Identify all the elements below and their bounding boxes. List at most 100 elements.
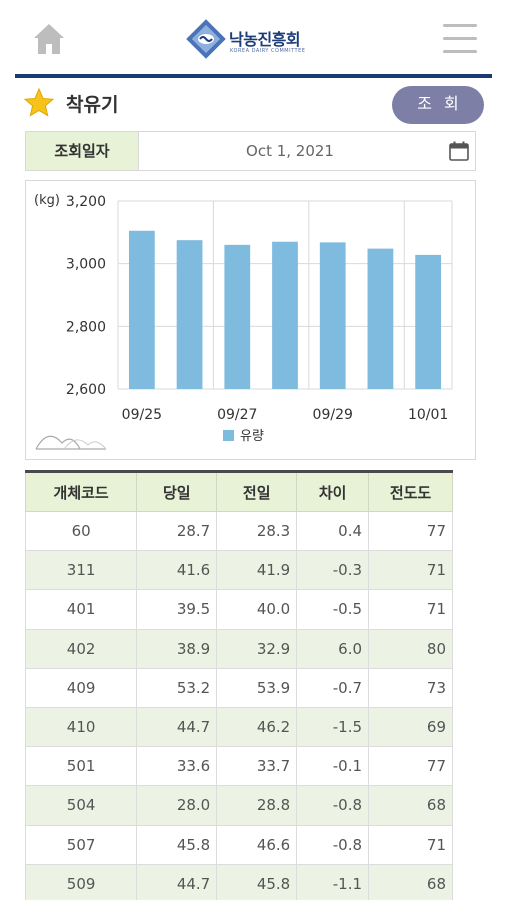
date-input[interactable] <box>140 132 440 170</box>
logo: 낙농진흥회 KOREA DAIRY COMMITTEE <box>183 16 333 62</box>
cell-value: 77 <box>368 510 453 552</box>
y-tick-label: 3,200 <box>66 194 106 210</box>
table-row[interactable]: 402 38.9 32.9 6.0 80 <box>25 628 453 669</box>
menu-icon-bar <box>443 50 477 53</box>
home-button[interactable] <box>33 22 65 56</box>
cell-value: 28.0 <box>136 785 218 826</box>
bar-09-27[interactable] <box>224 244 251 389</box>
cell-value: 33.7 <box>216 746 298 787</box>
bar-09-28[interactable] <box>272 241 298 389</box>
table-body: 60 28.7 28.3 0.4 77 311 41.6 41.9 -0.3 71 401 39.5 4… <box>25 510 453 900</box>
table-row[interactable]: 60 28.7 28.3 0.4 77 <box>25 510 453 552</box>
x-tick-label: 09/29 <box>313 407 353 423</box>
cell-value: 71 <box>368 824 453 865</box>
cell-code: 501 <box>25 746 138 787</box>
bar-09-25[interactable] <box>128 230 155 389</box>
data-table: 개체코드 당일 전일 차이 전도도 60 28.7 28.3 0.4 77 311 41.6 41.9… <box>25 470 453 900</box>
legend-swatch <box>223 430 234 441</box>
cell-value: 73 <box>368 667 453 708</box>
cell-value: -0.3 <box>296 550 370 591</box>
cell-value: 28.8 <box>216 785 298 826</box>
home-icon <box>34 24 64 54</box>
table-row[interactable]: 504 28.0 28.8 -0.8 68 <box>25 785 453 826</box>
cell-value: 68 <box>368 863 453 900</box>
cell-code: 509 <box>25 863 138 900</box>
cell-value: 45.8 <box>216 863 298 900</box>
date-filter: 조회일자 <box>25 131 476 171</box>
cell-value: 71 <box>368 550 453 591</box>
x-tick-label: 10/01 <box>408 407 448 423</box>
page-title: 착유기 <box>66 94 119 116</box>
table-row[interactable]: 507 45.8 46.6 -0.8 71 <box>25 824 453 865</box>
bar-09-26[interactable] <box>176 240 203 389</box>
x-tick-label: 09/27 <box>217 407 257 423</box>
cell-code: 402 <box>25 628 138 669</box>
table-header-row: 개체코드 당일 전일 차이 전도도 <box>25 471 453 512</box>
cell-value: 33.6 <box>136 746 218 787</box>
y-tick-label: 3,000 <box>66 257 106 273</box>
date-label: 조회일자 <box>26 132 139 170</box>
cell-code: 410 <box>25 706 138 748</box>
cell-value: 45.8 <box>136 824 218 865</box>
cell-code: 60 <box>25 510 138 552</box>
logo-emblem-icon <box>186 19 226 59</box>
cell-value: 6.0 <box>296 628 370 669</box>
column-header[interactable]: 개체코드 <box>25 471 138 512</box>
cell-value: 32.9 <box>216 628 298 669</box>
cell-value: 44.7 <box>136 863 218 900</box>
cell-value: -0.7 <box>296 667 370 708</box>
cell-value: 28.7 <box>136 510 218 552</box>
cell-value: -0.5 <box>296 589 370 630</box>
column-header[interactable]: 전도도 <box>368 471 453 512</box>
table-row[interactable]: 401 39.5 40.0 -0.5 71 <box>25 589 453 630</box>
bar-09-30[interactable] <box>367 248 394 389</box>
header-divider <box>15 74 492 78</box>
y-tick-label: 2,600 <box>66 382 106 398</box>
cell-value: 68 <box>368 785 453 826</box>
logo-text: 낙농진흥회 <box>229 30 301 49</box>
bar-09-29[interactable] <box>319 242 346 389</box>
app-header: 낙농진흥회 KOREA DAIRY COMMITTEE <box>0 0 507 80</box>
cell-value: 38.9 <box>136 628 218 669</box>
cell-value: 40.0 <box>216 589 298 630</box>
table-row[interactable]: 409 53.2 53.9 -0.7 73 <box>25 667 453 708</box>
cell-value: 71 <box>368 589 453 630</box>
cell-value: -0.8 <box>296 785 370 826</box>
table-row[interactable]: 501 33.6 33.7 -0.1 77 <box>25 746 453 787</box>
cell-value: 53.2 <box>136 667 218 708</box>
column-header[interactable]: 당일 <box>136 471 218 512</box>
chart-bars <box>128 230 442 389</box>
star-icon <box>24 88 54 117</box>
cell-code: 311 <box>25 550 138 591</box>
calendar-icon[interactable] <box>449 141 469 161</box>
table-row[interactable]: 509 44.7 45.8 -1.1 68 <box>25 863 453 900</box>
cell-code: 401 <box>25 589 138 630</box>
chart-x-axis: 09/25 09/27 09/29 10/01 <box>122 407 449 423</box>
query-button[interactable]: 조회 <box>392 86 484 124</box>
column-header[interactable]: 차이 <box>296 471 370 512</box>
cell-value: 41.9 <box>216 550 298 591</box>
chart-legend[interactable]: 유량 <box>223 429 264 444</box>
column-header[interactable]: 전일 <box>216 471 298 512</box>
table-row[interactable]: 311 41.6 41.9 -0.3 71 <box>25 550 453 591</box>
title-row: 착유기 조회 <box>24 86 486 126</box>
cell-value: -1.5 <box>296 706 370 748</box>
menu-button[interactable] <box>443 22 477 54</box>
cell-value: -0.1 <box>296 746 370 787</box>
table-row[interactable]: 410 44.7 46.2 -1.5 69 <box>25 706 453 748</box>
chart-unit-label: (kg) <box>34 193 60 208</box>
cell-value: 44.7 <box>136 706 218 748</box>
cell-value: -1.1 <box>296 863 370 900</box>
cell-value: 0.4 <box>296 510 370 552</box>
cell-value: 77 <box>368 746 453 787</box>
chart-y-axis: 2,600 2,800 3,000 3,200 <box>66 194 106 398</box>
legend-label: 유량 <box>240 429 264 444</box>
cell-value: 53.9 <box>216 667 298 708</box>
menu-icon-bar <box>443 37 477 40</box>
cell-value: 46.6 <box>216 824 298 865</box>
data-table-container[interactable]: 개체코드 당일 전일 차이 전도도 60 28.7 28.3 0.4 77 311 41.6 41.9… <box>25 470 453 900</box>
y-tick-label: 2,800 <box>66 319 106 335</box>
cell-value: 28.3 <box>216 510 298 552</box>
bar-10-01[interactable] <box>415 254 442 389</box>
